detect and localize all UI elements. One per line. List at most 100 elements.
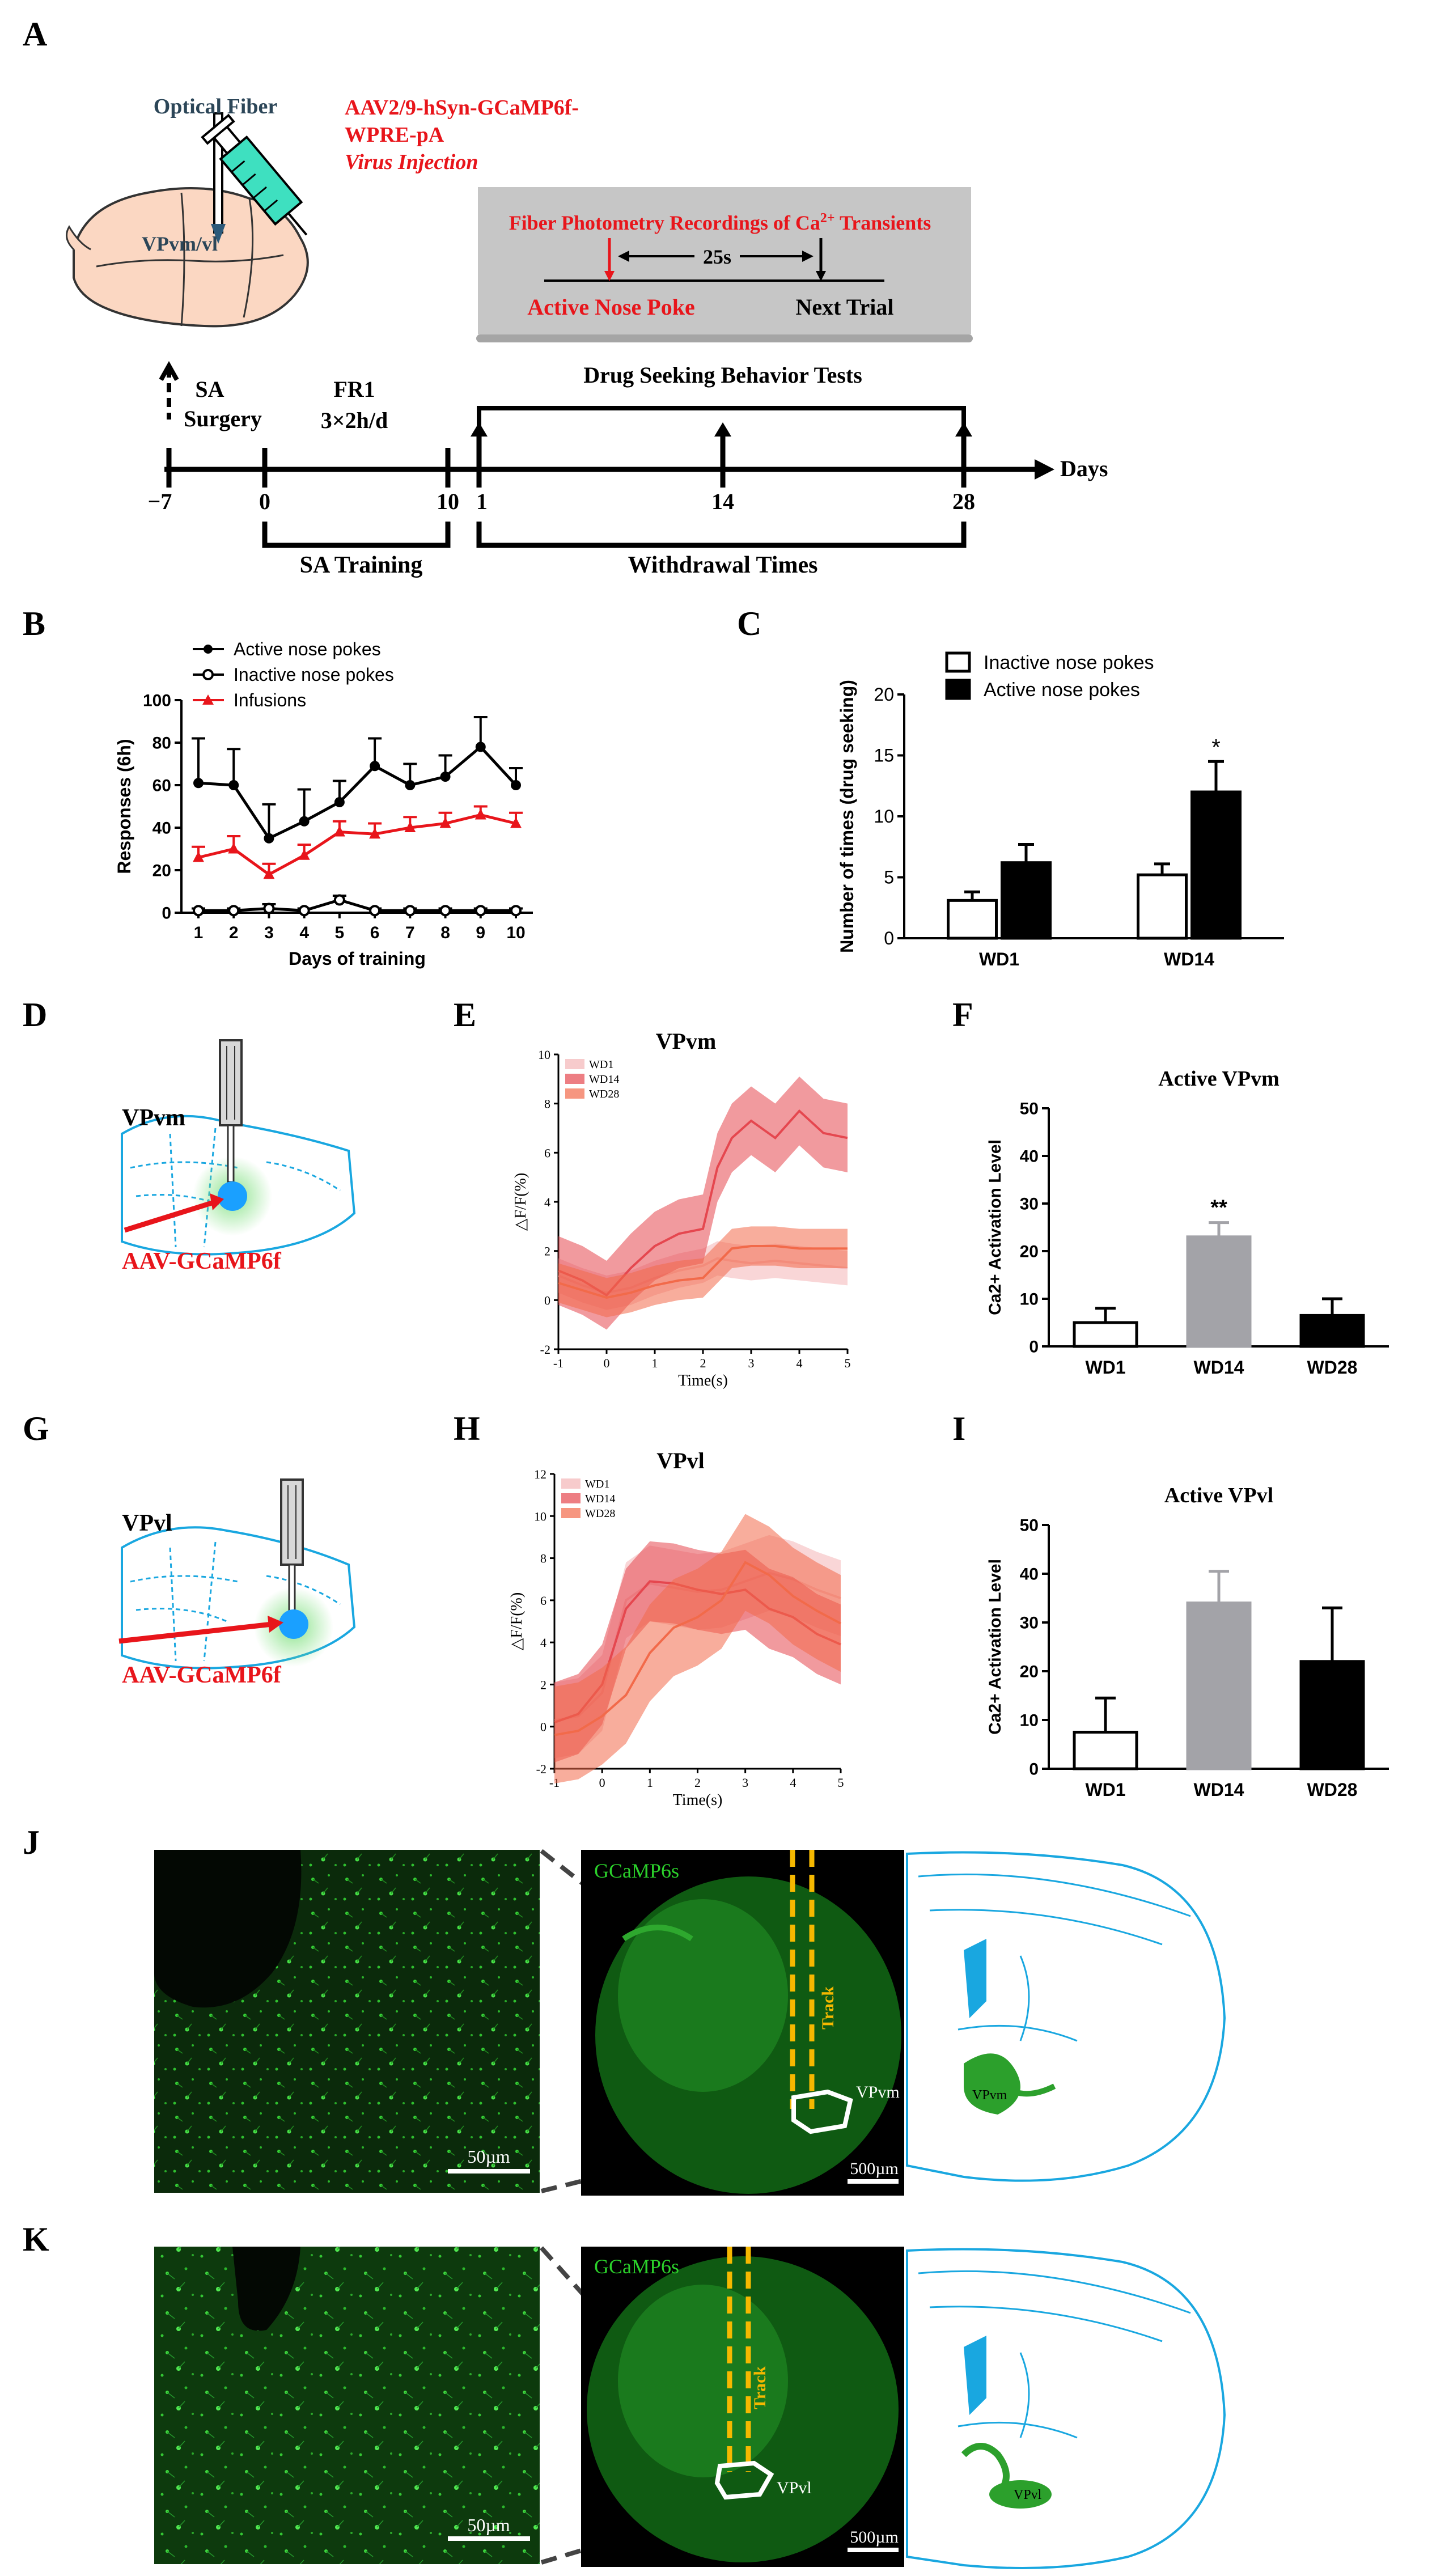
scale-label-small: 50µm <box>467 2146 510 2167</box>
y-tick-label: 4 <box>540 1636 546 1650</box>
x-tick-label: 6 <box>370 923 380 942</box>
legend-swatch <box>565 1059 584 1069</box>
series-band-2 <box>554 1514 841 1783</box>
slice-region-label: VPvl <box>777 2478 812 2497</box>
y-tick-label: 12 <box>534 1467 546 1481</box>
panel-letter-g: G <box>23 1410 49 1447</box>
y-tick-label: 0 <box>1029 1338 1039 1357</box>
y-tick-label: 8 <box>540 1552 546 1566</box>
legend-label: WD1 <box>585 1478 609 1490</box>
legend-swatch <box>561 1508 581 1518</box>
atlas-region-label: VPvl <box>122 1510 172 1536</box>
y-tick-label: 0 <box>540 1720 546 1734</box>
atlas-diagram: VPvm <box>906 1851 1226 2182</box>
bar <box>1001 861 1052 940</box>
y-tick-label: 20 <box>874 684 894 705</box>
x-tick-label: 4 <box>299 923 309 942</box>
chart-h-vpvl-trace: -2024681012-1012345Time(s)△F/F(%)VPvlWD1… <box>508 1448 844 1809</box>
sa-surgery-line2: Surgery <box>184 406 262 431</box>
x-tick-label: 5 <box>838 1776 844 1790</box>
bar <box>947 899 998 940</box>
x-tick-label: 10 <box>506 923 525 942</box>
legend-label: WD28 <box>585 1507 615 1520</box>
y-tick-label: 60 <box>152 777 171 795</box>
y-tick-label: 2 <box>540 1677 546 1692</box>
atlas-region-label: VPvm <box>122 1105 185 1131</box>
chart-b-responses: 0 20 40 60 80 100 1 2 3 4 5 6 7 8 9 10 Days of training R… <box>114 639 533 969</box>
track-label: Track <box>751 2366 769 2409</box>
y-tick-label: 6 <box>540 1594 546 1608</box>
optical-fiber-label: Optical Fiber <box>154 95 278 118</box>
region-outline <box>714 2460 774 2500</box>
photometry-box-title: Fiber Photometry Recordings of Ca2+ Tran… <box>509 211 931 234</box>
data-point <box>510 905 522 917</box>
data-point <box>333 894 345 906</box>
panel-g-atlas: VPvl AAV-GCaMP6f <box>118 1478 356 1688</box>
y-tick-label: 10 <box>874 806 894 827</box>
x-tick-label: 3 <box>742 1776 748 1790</box>
interval-label: 25s <box>703 245 731 268</box>
data-point <box>333 825 345 837</box>
x-tick-label: WD1 <box>979 949 1019 969</box>
y-tick-label: 20 <box>1020 1243 1039 1261</box>
x-tick-label: -1 <box>553 1356 564 1370</box>
tick-0: 0 <box>259 489 270 514</box>
x-axis-title: Time(s) <box>678 1372 728 1389</box>
legend-swatch <box>565 1088 584 1099</box>
y-tick-label: 50 <box>1020 1100 1039 1118</box>
legend-label: Active nose pokes <box>234 639 381 659</box>
data-point <box>369 905 381 917</box>
x-tick-label: WD1 <box>1085 1780 1125 1800</box>
withdrawal-times-label: Withdrawal Times <box>628 552 818 578</box>
y-tick-label: 10 <box>1020 1290 1039 1309</box>
panel-d-atlas: VPvm AAV-GCaMP6f <box>121 1039 356 1274</box>
x-axis-title: Time(s) <box>673 1791 723 1809</box>
days-label: Days <box>1060 456 1108 481</box>
x-tick-label: 8 <box>440 923 450 942</box>
region-outline <box>791 2089 853 2134</box>
y-tick-label: 0 <box>884 928 894 948</box>
data-point <box>298 849 310 860</box>
virus-label-line2: WPRE-pA <box>345 123 444 147</box>
tick-1: 1 <box>476 489 488 514</box>
y-tick-label: 0 <box>1029 1760 1039 1779</box>
y-tick-label: 0 <box>544 1293 550 1307</box>
y-tick-label: 5 <box>884 867 894 888</box>
data-point <box>334 797 345 807</box>
series-line-2 <box>554 1561 841 1736</box>
data-point <box>475 742 486 752</box>
y-axis-title: Ca2+ Activation Level <box>986 1559 1005 1735</box>
sa-training-label: SA Training <box>300 552 423 578</box>
chart-c-drug-seeking: 0 5 10 15 20 WD1 * WD14 Number of times (drug se… <box>837 651 1284 969</box>
data-point <box>405 780 416 790</box>
virus-arrow-icon <box>118 1621 273 1644</box>
data-point <box>511 780 521 790</box>
x-tick-label: 1 <box>652 1356 658 1370</box>
y-tick-label: 30 <box>1020 1195 1039 1214</box>
legend-label: Infusions <box>234 690 306 710</box>
virus-label-line1: AAV2/9-hSyn-GCaMP6f- <box>345 96 579 120</box>
bar <box>1137 873 1188 940</box>
bar <box>1186 1235 1252 1348</box>
y-tick-label: 40 <box>1020 1565 1039 1584</box>
series-band-2 <box>558 1226 848 1317</box>
brain-region-label: VPvm/vl <box>142 232 218 255</box>
sa-surgery-line1: SA <box>195 376 224 402</box>
data-point <box>299 816 310 827</box>
track-label: Track <box>819 1986 837 2030</box>
data-point <box>440 772 451 782</box>
x-tick-label: WD1 <box>1085 1357 1125 1378</box>
x-tick-label: WD14 <box>1194 1780 1244 1800</box>
legend-swatch <box>561 1493 581 1503</box>
slice-region-label: VPvm <box>856 2083 900 2102</box>
data-point <box>228 842 240 854</box>
data-point <box>404 905 416 917</box>
y-axis-title: △F/F(%) <box>508 1592 526 1650</box>
x-tick-label: 2 <box>229 923 239 942</box>
photometry-box-shadow <box>476 334 973 342</box>
legend-marker <box>202 669 214 680</box>
data-point <box>193 778 204 789</box>
gcamp-label: GCaMP6s <box>594 2255 679 2278</box>
x-tick-label: 1 <box>647 1776 653 1790</box>
injection-site-icon <box>279 1609 308 1639</box>
